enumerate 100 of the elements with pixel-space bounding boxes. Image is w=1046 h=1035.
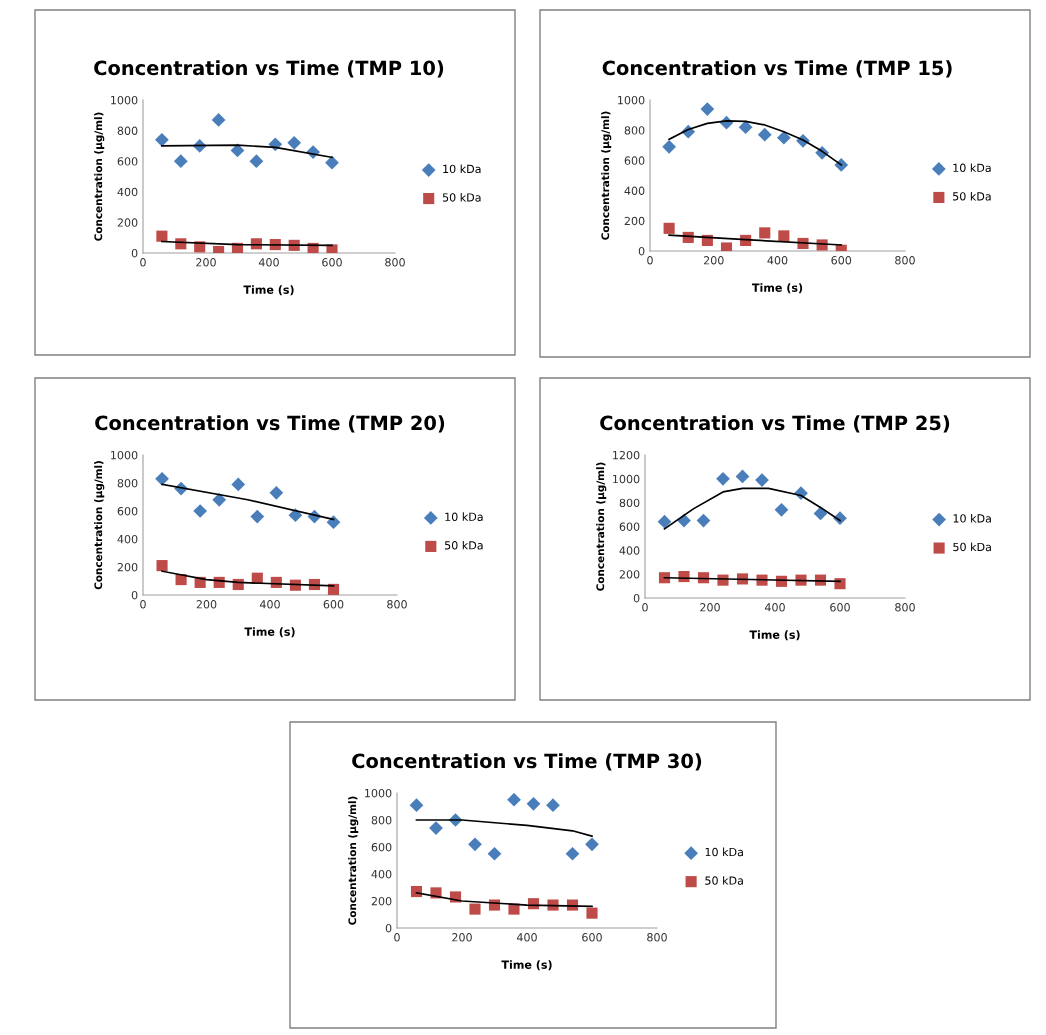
y-tick-label: 800: [624, 126, 645, 135]
point: [565, 846, 580, 861]
x-tick-label: 600: [322, 258, 342, 267]
point: [777, 130, 791, 145]
y-tick-label: 0: [385, 923, 392, 933]
point: [738, 120, 753, 135]
x-tick-label: 400: [767, 256, 788, 265]
x-tick-label: 400: [764, 603, 785, 612]
y-tick-label: 600: [117, 157, 138, 166]
point: [409, 798, 424, 813]
y-tick-label: 400: [117, 534, 138, 544]
y-axis-title: Concentration (µg/ml): [94, 461, 105, 590]
y-tick-label: 400: [117, 187, 138, 197]
x-tick-label: 200: [196, 600, 217, 609]
x-axis-title: Time (s): [501, 960, 552, 971]
x-tick-label: 200: [700, 603, 720, 612]
x-tick-label: 800: [895, 256, 915, 265]
y-tick-label: 200: [624, 216, 645, 226]
legend-label: 10 kDa: [443, 164, 481, 174]
point: [156, 560, 168, 572]
chart-title: Concentration vs Time (TMP 25): [600, 415, 950, 433]
point: [155, 471, 169, 486]
legend-label: 10 kDa: [953, 163, 991, 173]
point: [774, 502, 789, 517]
legend-label: 50 kDa: [953, 542, 991, 552]
y-tick-label: 1000: [365, 788, 392, 798]
point: [663, 222, 675, 234]
point: [778, 230, 790, 242]
point: [211, 113, 226, 127]
y-tick-label: 800: [117, 126, 138, 135]
point: [193, 504, 208, 518]
point: [269, 485, 284, 500]
legend-label: 10 kDa: [705, 847, 743, 857]
y-tick-label: 600: [371, 842, 392, 852]
point: [834, 578, 846, 590]
point: [231, 477, 246, 492]
point: [700, 102, 715, 116]
y-tick-label: 600: [624, 156, 645, 165]
x-tick-label: 800: [895, 603, 915, 612]
point: [547, 899, 559, 911]
legend-label: 50 kDa: [953, 191, 991, 201]
y-tick-label: 0: [638, 246, 645, 256]
x-tick-label: 0: [647, 256, 653, 265]
point: [156, 230, 168, 242]
point: [173, 154, 188, 169]
legend-label: 50 kDa: [445, 540, 483, 550]
point: [325, 155, 339, 170]
x-tick-label: 600: [323, 600, 344, 609]
point: [586, 907, 598, 919]
y-tick-label: 600: [117, 506, 138, 516]
y-tick-label: 400: [624, 186, 645, 195]
point: [585, 837, 599, 852]
x-tick-label: 200: [452, 933, 472, 942]
point: [155, 132, 169, 147]
x-tick-label: 400: [516, 933, 537, 942]
point: [469, 903, 481, 915]
y-tick-label: 1000: [613, 474, 640, 484]
point: [716, 471, 730, 486]
y-tick-label: 800: [371, 815, 392, 825]
y-axis-title: Concentration (µg/ml): [94, 112, 105, 241]
point: [468, 837, 482, 852]
x-tick-label: 200: [703, 256, 724, 265]
x-tick-label: 0: [394, 933, 400, 942]
x-axis-title: Time (s): [749, 630, 800, 641]
y-tick-label: 1200: [613, 450, 640, 460]
chart-title: Concentration vs Time (TMP 30): [352, 753, 702, 771]
x-tick-label: 400: [258, 258, 279, 267]
x-tick-label: 200: [196, 258, 216, 267]
x-axis-title: Time (s): [244, 627, 295, 638]
point: [249, 154, 264, 169]
point: [487, 846, 502, 861]
point: [287, 135, 302, 150]
y-axis-title: Concentration (µg/ml): [596, 462, 607, 591]
x-tick-label: 600: [831, 256, 852, 265]
x-tick-label: 400: [259, 600, 280, 609]
chart-title: Concentration vs Time (TMP 15): [602, 60, 952, 78]
point: [526, 796, 541, 811]
x-tick-label: 800: [387, 600, 407, 609]
x-axis-title: Time (s): [751, 283, 803, 294]
point: [326, 515, 341, 530]
legend-label: 10 kDa: [953, 514, 991, 523]
y-tick-label: 200: [371, 896, 392, 906]
chart-title: Concentration vs Time (TMP 20): [95, 415, 445, 433]
y-tick-label: 400: [371, 869, 392, 879]
point: [546, 798, 560, 813]
x-axis-title: Time (s): [243, 285, 294, 296]
x-tick-label: 0: [140, 600, 146, 609]
y-tick-label: 200: [117, 562, 138, 572]
y-tick-label: 400: [619, 546, 640, 555]
legend-label: 50 kDa: [442, 193, 481, 202]
y-tick-label: 1000: [111, 450, 138, 460]
x-tick-label: 600: [830, 603, 850, 612]
point: [757, 127, 772, 142]
y-tick-label: 200: [117, 218, 138, 227]
point: [507, 793, 521, 807]
point: [657, 514, 672, 529]
point: [288, 508, 303, 523]
y-tick-label: 800: [117, 478, 138, 488]
y-tick-label: 200: [619, 570, 640, 579]
legend-label: 10 kDa: [445, 512, 483, 521]
